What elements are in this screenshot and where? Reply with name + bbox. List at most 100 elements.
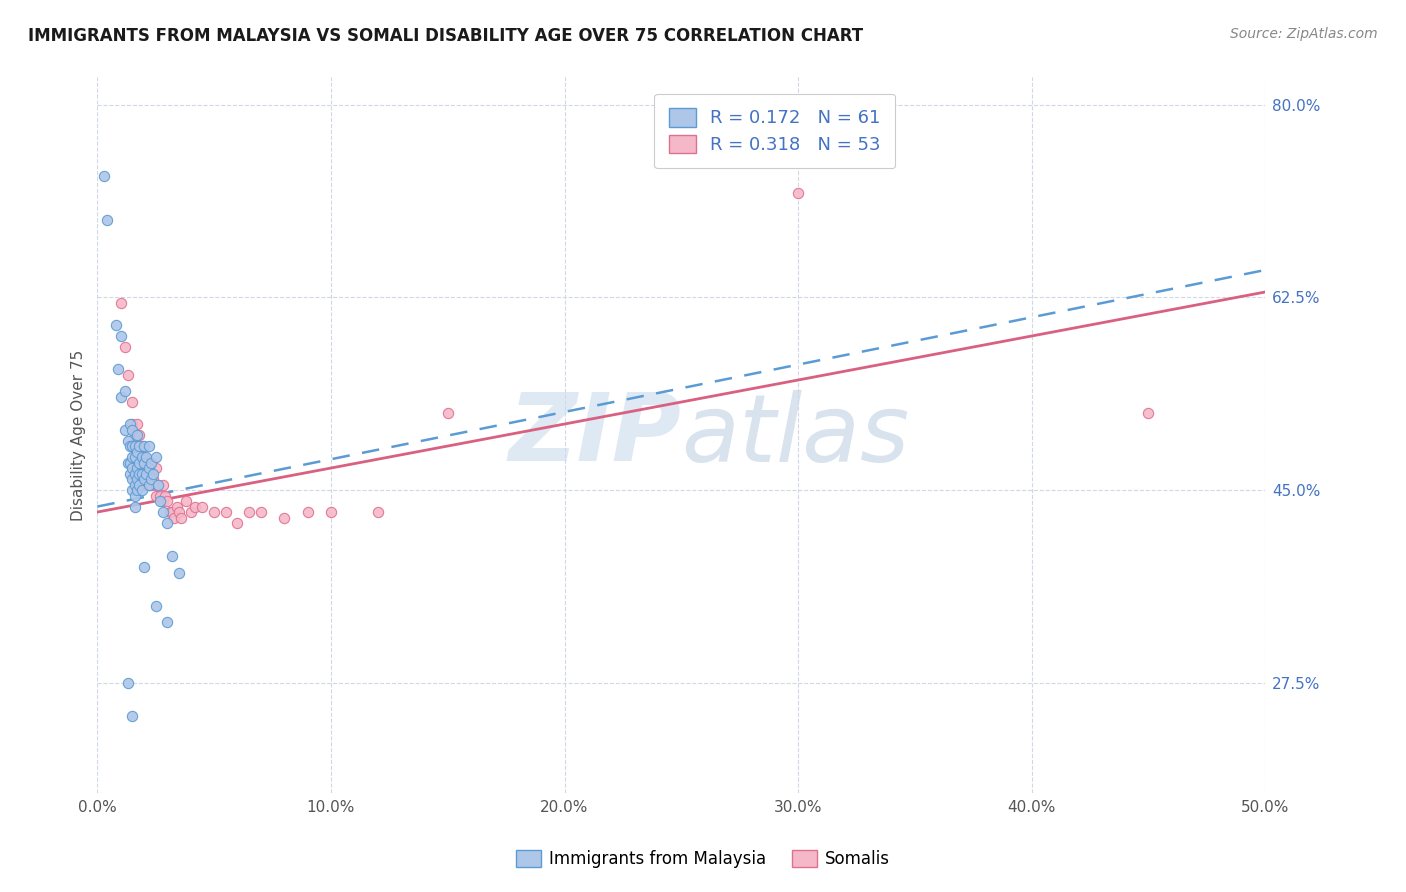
Point [273, 510, 295, 524]
Point [118, 439, 141, 453]
Point [202, 505, 225, 519]
Point [128, 439, 150, 453]
Point [117, 434, 139, 448]
Point [436, 406, 458, 420]
Point [174, 494, 197, 508]
Point [319, 505, 342, 519]
Point [107, 362, 129, 376]
Point [146, 477, 169, 491]
Text: Source: ZipAtlas.com: Source: ZipAtlas.com [1230, 27, 1378, 41]
Point [152, 494, 174, 508]
Point [124, 489, 146, 503]
Point [156, 516, 179, 530]
Point [121, 472, 143, 486]
Y-axis label: Disability Age Over 75: Disability Age Over 75 [72, 350, 86, 521]
Point [121, 417, 143, 431]
Point [139, 456, 162, 470]
Point [297, 505, 319, 519]
Point [125, 428, 148, 442]
Point [128, 456, 150, 470]
Point [121, 708, 143, 723]
Point [167, 505, 190, 519]
Point [121, 395, 143, 409]
Point [114, 423, 136, 437]
Point [142, 467, 165, 481]
Point [114, 384, 136, 398]
Point [118, 456, 141, 470]
Point [132, 472, 155, 486]
Point [250, 505, 273, 519]
Point [125, 461, 148, 475]
Point [138, 461, 160, 475]
Point [128, 428, 150, 442]
Point [131, 467, 153, 481]
Point [138, 477, 160, 491]
Point [135, 467, 157, 481]
Point [135, 456, 157, 470]
Point [152, 477, 174, 491]
Point [110, 296, 132, 310]
Point [167, 566, 190, 580]
Point [93, 169, 115, 184]
Point [125, 439, 148, 453]
Point [96, 213, 118, 227]
Point [125, 444, 148, 458]
Point [153, 489, 176, 503]
Point [118, 417, 141, 431]
Point [163, 510, 186, 524]
Point [124, 439, 146, 453]
Point [117, 456, 139, 470]
Point [159, 505, 181, 519]
Point [1137, 406, 1160, 420]
Point [138, 461, 160, 475]
Point [121, 423, 143, 437]
Point [121, 439, 143, 453]
Point [124, 500, 146, 514]
Point [124, 467, 146, 481]
Point [138, 439, 160, 453]
Point [128, 467, 150, 481]
Point [146, 477, 169, 491]
Point [156, 615, 179, 629]
Point [160, 505, 183, 519]
Point [142, 472, 165, 486]
Point [191, 500, 214, 514]
Point [105, 318, 128, 332]
Point [131, 483, 153, 497]
Point [132, 439, 155, 453]
Point [135, 472, 157, 486]
Point [121, 483, 143, 497]
Point [139, 472, 162, 486]
Point [132, 450, 155, 464]
Point [118, 467, 141, 481]
Point [149, 494, 172, 508]
Point [135, 450, 157, 464]
Point [170, 510, 193, 524]
Text: atlas: atlas [682, 390, 910, 481]
Point [132, 560, 155, 574]
Point [117, 368, 139, 382]
Point [128, 444, 150, 458]
Point [215, 505, 238, 519]
Point [152, 505, 174, 519]
Point [184, 500, 207, 514]
Point [145, 477, 167, 491]
Point [124, 450, 146, 464]
Point [128, 477, 150, 491]
Point [132, 467, 155, 481]
Point [166, 500, 188, 514]
Point [125, 483, 148, 497]
Point [139, 467, 162, 481]
Point [131, 439, 153, 453]
Point [145, 489, 167, 503]
Point [110, 329, 132, 343]
Point [132, 477, 155, 491]
Point [124, 477, 146, 491]
Point [124, 428, 146, 442]
Point [125, 417, 148, 431]
Point [110, 390, 132, 404]
Point [149, 489, 172, 503]
Point [117, 675, 139, 690]
Point [138, 477, 160, 491]
Point [131, 456, 153, 470]
